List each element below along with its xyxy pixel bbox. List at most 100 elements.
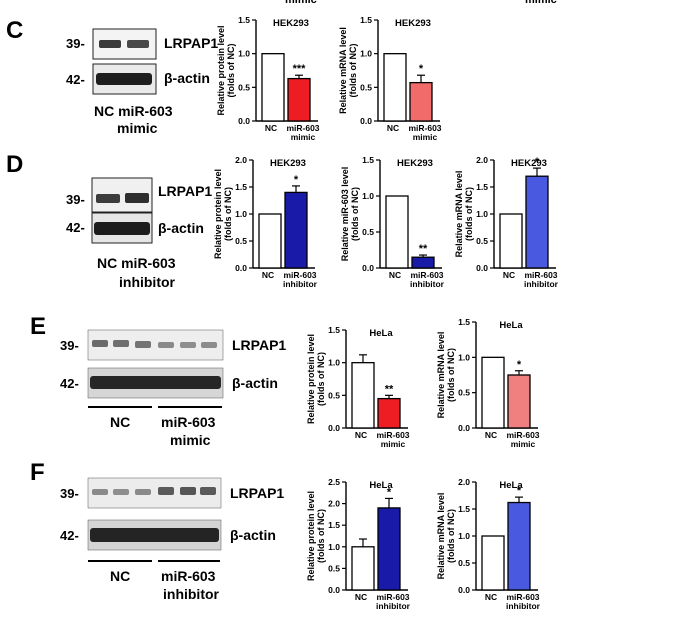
band-label: β-actin xyxy=(230,527,276,543)
group-label: mimic xyxy=(170,432,211,448)
lane-caption: mimic xyxy=(117,120,158,136)
y-tick-label: 0.0 xyxy=(362,263,374,273)
group-label: miR-603 xyxy=(161,568,216,584)
y-tick-label: 1.5 xyxy=(235,182,247,192)
x-tick-label: mimic xyxy=(511,439,536,449)
band xyxy=(135,489,151,495)
bar xyxy=(507,501,531,591)
y-tick-label: 0.5 xyxy=(458,558,470,568)
y-tick-label: 0.0 xyxy=(328,585,340,595)
chart-title: HeLa xyxy=(369,328,393,339)
band xyxy=(135,341,151,348)
significance-marker: * xyxy=(294,174,299,186)
y-axis-label: Relative protein level xyxy=(213,169,223,259)
y-tick-label: 1.0 xyxy=(235,209,247,219)
significance-marker: ** xyxy=(385,383,394,395)
y-tick-label: 2.0 xyxy=(328,499,340,509)
bar-chart: 0.0 0.5 1.0 1.5 Relative mRNA level (folds of… xyxy=(436,317,540,449)
x-tick-label: NC xyxy=(503,270,515,280)
y-tick-label: 0.0 xyxy=(328,423,340,433)
panel-letter-c: C xyxy=(6,17,23,44)
chart-title: HEK293 xyxy=(397,158,433,169)
band xyxy=(113,489,129,495)
x-tick-label: mimic xyxy=(381,439,406,449)
panel-letter-d: D xyxy=(6,151,23,178)
y-tick-label: 0.0 xyxy=(476,263,488,273)
y-axis-label: (folds of NC) xyxy=(223,187,233,241)
x-tick-label: mimic xyxy=(413,132,438,142)
bar-chart: 0.0 0.5 1.0 1.5 Relative mRNA level (folds of… xyxy=(338,15,442,142)
y-axis-label: Relative protein level xyxy=(216,25,226,115)
y-tick-label: 1.5 xyxy=(458,317,470,327)
significance-marker: * xyxy=(517,485,522,497)
band xyxy=(96,73,152,85)
y-tick-label: 1.5 xyxy=(362,155,374,165)
y-tick-label: 1.5 xyxy=(328,520,340,530)
band xyxy=(96,194,120,203)
band-label: LRPAP1 xyxy=(232,337,286,353)
chart-title: HEK293 xyxy=(511,158,547,169)
chart-title: HeLa xyxy=(499,320,523,331)
chart-title: HeLa xyxy=(369,480,393,491)
bar xyxy=(377,397,401,429)
band-label: LRPAP1 xyxy=(158,183,212,199)
bar-chart: 0.0 0.5 1.0 1.5 2.0 Relative mRNA level (folds… xyxy=(454,155,559,289)
western-blot-e: 39- 42- LRPAP1 β-actin NC miR-603 mimic xyxy=(60,329,286,448)
y-axis-label: Relative miR-603 level xyxy=(340,167,350,262)
bar xyxy=(377,507,401,591)
western-blot-d: 39- 42- LRPAP1 β-actin NC miR-603 inhibi… xyxy=(66,177,212,290)
bar xyxy=(411,256,435,269)
x-tick-label: inhibitor xyxy=(506,601,541,611)
x-tick-label: miR-603 xyxy=(410,270,443,280)
group-label: inhibitor xyxy=(163,586,220,602)
western-blot-c: 39- 42- LRPAP1 β-actin NC miR-603 mimic xyxy=(66,28,218,136)
band xyxy=(158,342,174,348)
x-tick-label: NC xyxy=(485,430,497,440)
x-tick-label: NC xyxy=(389,270,401,280)
y-axis-label: Relative mRNA level xyxy=(454,171,464,258)
y-tick-label: 2.5 xyxy=(328,477,340,487)
bar xyxy=(351,362,375,429)
significance-marker: * xyxy=(535,156,540,168)
band xyxy=(158,487,174,495)
x-tick-label: miR-603 xyxy=(283,270,316,280)
blot-strip-lrpap1 xyxy=(87,329,224,361)
band xyxy=(200,487,216,495)
bar xyxy=(258,213,282,269)
bar-chart: 0.0 0.5 1.0 1.5 2.0 Relative protein level (fo… xyxy=(213,155,318,289)
x-tick-label: NC xyxy=(262,270,274,280)
y-tick-label: 0.5 xyxy=(476,236,488,246)
bar-chart: 0.0 0.5 1.0 1.5 Relative protein level (folds… xyxy=(216,15,320,142)
chart-title: HEK293 xyxy=(395,18,431,29)
y-axis-label: (folds of NC) xyxy=(316,509,326,563)
y-tick-label: 0.0 xyxy=(458,585,470,595)
bar xyxy=(499,213,523,269)
y-tick-label: 0.5 xyxy=(238,82,250,92)
x-tick-label: miR-603 xyxy=(376,430,409,440)
y-tick-label: 1.0 xyxy=(360,49,372,59)
x-tick-label: miR-603 xyxy=(506,592,539,602)
chart-title: HeLa xyxy=(499,480,523,491)
y-tick-label: 2.0 xyxy=(235,155,247,165)
y-axis-label: (folds of NC) xyxy=(446,509,456,563)
band xyxy=(99,40,121,48)
band xyxy=(92,340,108,347)
y-tick-label: 1.0 xyxy=(476,209,488,219)
y-tick-label: 2.0 xyxy=(476,155,488,165)
band xyxy=(180,487,196,495)
band xyxy=(180,342,196,348)
y-tick-label: 0.5 xyxy=(458,388,470,398)
top-cut-label: mimic xyxy=(285,0,317,6)
band xyxy=(90,376,221,389)
lane-caption: NC miR-603 xyxy=(94,103,173,119)
significance-marker: * xyxy=(387,486,392,498)
x-tick-label: inhibitor xyxy=(376,601,411,611)
y-axis-label: Relative mRNA level xyxy=(338,27,348,114)
y-axis-label: Relative mRNA level xyxy=(436,332,446,419)
band-label: β-actin xyxy=(158,220,204,236)
y-tick-label: 0.5 xyxy=(235,236,247,246)
x-tick-label: miR-603 xyxy=(506,430,539,440)
bar-chart: 0.0 0.5 1.0 1.5 2.0 Relative mRNA level (folds… xyxy=(436,477,541,611)
bar xyxy=(287,77,311,122)
